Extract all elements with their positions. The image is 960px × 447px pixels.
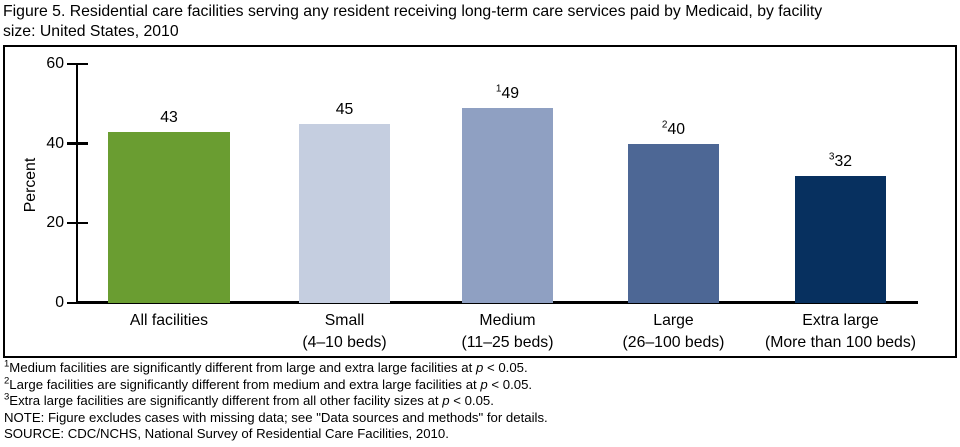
category-label-line: (26–100 beds) (622, 333, 725, 351)
y-tick-label-0: 0 (55, 294, 64, 311)
category-label-extra-large: Extra large (More than 100 beds) (731, 310, 951, 353)
y-axis-title: Percent (22, 157, 39, 213)
category-label-large: Large (26–100 beds) (564, 310, 784, 353)
bar-medium (462, 107, 553, 303)
footnote-1: 1Medium facilities are significantly dif… (4, 358, 528, 375)
y-tick-40 (67, 142, 88, 145)
footnote-2: 2Large facilities are significantly diff… (4, 375, 533, 392)
y-tick-60 (67, 62, 88, 65)
category-label-small: Small (4–10 beds) (235, 310, 455, 353)
category-label-medium: Medium (11–25 beds) (398, 310, 618, 353)
footnote-5: SOURCE: CDC/NCHS, National Survey of Res… (4, 426, 449, 442)
figure-title: Figure 5. Residential care facilities se… (3, 2, 822, 42)
category-label-line: Extra large (802, 312, 879, 329)
y-tick-label-40: 40 (46, 134, 64, 152)
y-tick-20 (67, 221, 88, 225)
bar-extra-large (795, 175, 886, 303)
category-label-line: Medium (479, 312, 536, 329)
footnote-4: NOTE: Figure excludes cases with missing… (4, 409, 548, 425)
y-tick-label-20: 20 (46, 214, 64, 232)
category-label-line: Small (324, 312, 365, 329)
category-label-line: All facilities (129, 312, 209, 329)
y-tick-label-60: 60 (46, 55, 64, 72)
footnotes: 1Medium facilities are significantly dif… (4, 358, 548, 443)
bar-all-facilities (108, 131, 230, 303)
y-tick-0 (67, 301, 88, 304)
bar-small (299, 123, 390, 303)
bar-value-label-extra-large: 332 (828, 151, 853, 170)
footnote-3: 3Extra large facilities are significantl… (4, 391, 494, 409)
category-label-line: Large (653, 312, 694, 329)
bar-value-label-all-facilities: 43 (160, 108, 178, 126)
bar-large (628, 143, 719, 303)
chart-frame (3, 45, 957, 358)
category-label-line: (More than 100 beds) (764, 333, 917, 351)
category-label-line: (4–10 beds) (302, 333, 387, 351)
bar-value-label-large: 240 (661, 119, 686, 138)
category-label-line: (11–25 beds) (461, 333, 554, 351)
category-label-all-facilities: All facilities (59, 310, 279, 332)
bar-value-label-medium: 149 (495, 83, 520, 102)
bar-value-label-small: 45 (335, 100, 354, 118)
figure-title-line-2: size: United States, 2010 (3, 23, 179, 40)
y-axis-line (76, 63, 78, 303)
figure-title-line-1: Figure 5. Residential care facilities se… (3, 3, 823, 20)
